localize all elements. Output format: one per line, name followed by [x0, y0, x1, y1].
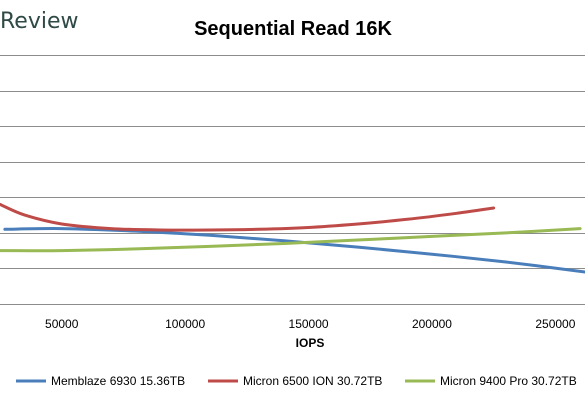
- x-tick-label: 250000: [535, 317, 575, 331]
- x-tick-label: 200000: [412, 317, 452, 331]
- series-line-1: [3, 227, 585, 274]
- legend: Memblaze 6930 15.36TB Micron 6500 ION 30.…: [16, 374, 577, 388]
- x-tick-label: 50000: [45, 317, 79, 331]
- legend-label: Micron 9400 Pro 30.72TB: [440, 374, 577, 388]
- chart-title: Sequential Read 16K: [194, 18, 392, 40]
- x-axis-label: IOPS: [296, 336, 325, 350]
- series-line-2: [0, 202, 496, 232]
- legend-label: Micron 6500 ION 30.72TB: [243, 374, 382, 388]
- gridlines: [0, 55, 585, 305]
- x-tick-label: 100000: [165, 317, 205, 331]
- series-lines: [0, 202, 585, 274]
- series-line-3: [0, 227, 582, 253]
- watermark-text: Review: [0, 9, 79, 34]
- x-tick-label: 150000: [289, 317, 329, 331]
- x-axis-ticks: 50000 100000 150000 200000 250000: [45, 317, 576, 331]
- legend-label: Memblaze 6930 15.36TB: [51, 374, 185, 388]
